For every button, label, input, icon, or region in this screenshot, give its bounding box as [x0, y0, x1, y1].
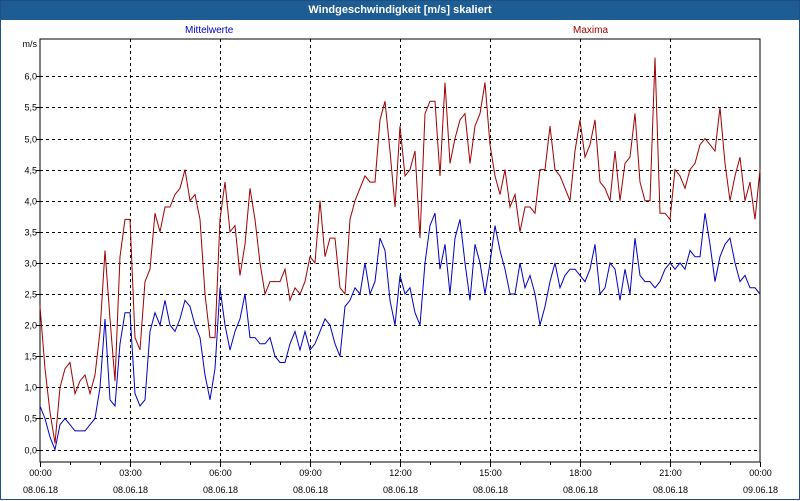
x-tick-date: 09.06.18 — [743, 485, 778, 495]
series-mittelwerte-line — [39, 213, 761, 452]
y-tick-label: 5,5 — [24, 103, 37, 113]
y-tick-label: 6,0 — [24, 72, 37, 82]
y-tick-label: 2,5 — [24, 290, 37, 300]
x-tick-time: 18:00 — [569, 468, 592, 478]
x-tick-date: 08.06.18 — [203, 485, 238, 495]
x-tick-time: 00:00 — [29, 468, 52, 478]
y-tick-label: 2,0 — [24, 321, 37, 331]
legend-mittelwerte: Mittelwerte — [185, 25, 234, 36]
x-tick-time: 00:00 — [749, 468, 772, 478]
y-tick-label: 4,0 — [24, 197, 37, 207]
x-tick-date: 08.06.18 — [113, 485, 148, 495]
x-tick-date: 08.06.18 — [293, 485, 328, 495]
legend-maxima: Maxima — [573, 25, 609, 36]
x-tick-date: 08.06.18 — [473, 485, 508, 495]
x-tick-time: 21:00 — [659, 468, 682, 478]
x-tick-date: 08.06.18 — [383, 485, 418, 495]
x-tick-time: 06:00 — [209, 468, 232, 478]
y-tick-label: 5,0 — [24, 135, 37, 145]
x-tick-time: 09:00 — [299, 468, 322, 478]
y-tick-label: 3,0 — [24, 259, 37, 269]
series-maxima-line — [39, 57, 761, 444]
x-tick-date: 08.06.18 — [563, 485, 598, 495]
x-tick-time: 12:00 — [389, 468, 412, 478]
y-tick-label: 4,5 — [24, 166, 37, 176]
x-tick-date: 08.06.18 — [653, 485, 688, 495]
x-tick-time: 03:00 — [119, 468, 142, 478]
y-tick-label: 0,5 — [24, 414, 37, 424]
y-tick-label: 1,0 — [24, 383, 37, 393]
x-tick-date: 08.06.18 — [23, 485, 58, 495]
y-tick-label: 0,0 — [24, 446, 37, 456]
y-tick-label: 1,5 — [24, 352, 37, 362]
window-title: Windgeschwindigkeit [m/s] skaliert — [1, 1, 799, 20]
y-tick-label: 3,5 — [24, 228, 37, 238]
y-axis-label: m/s — [23, 39, 38, 49]
x-tick-time: 15:00 — [479, 468, 502, 478]
